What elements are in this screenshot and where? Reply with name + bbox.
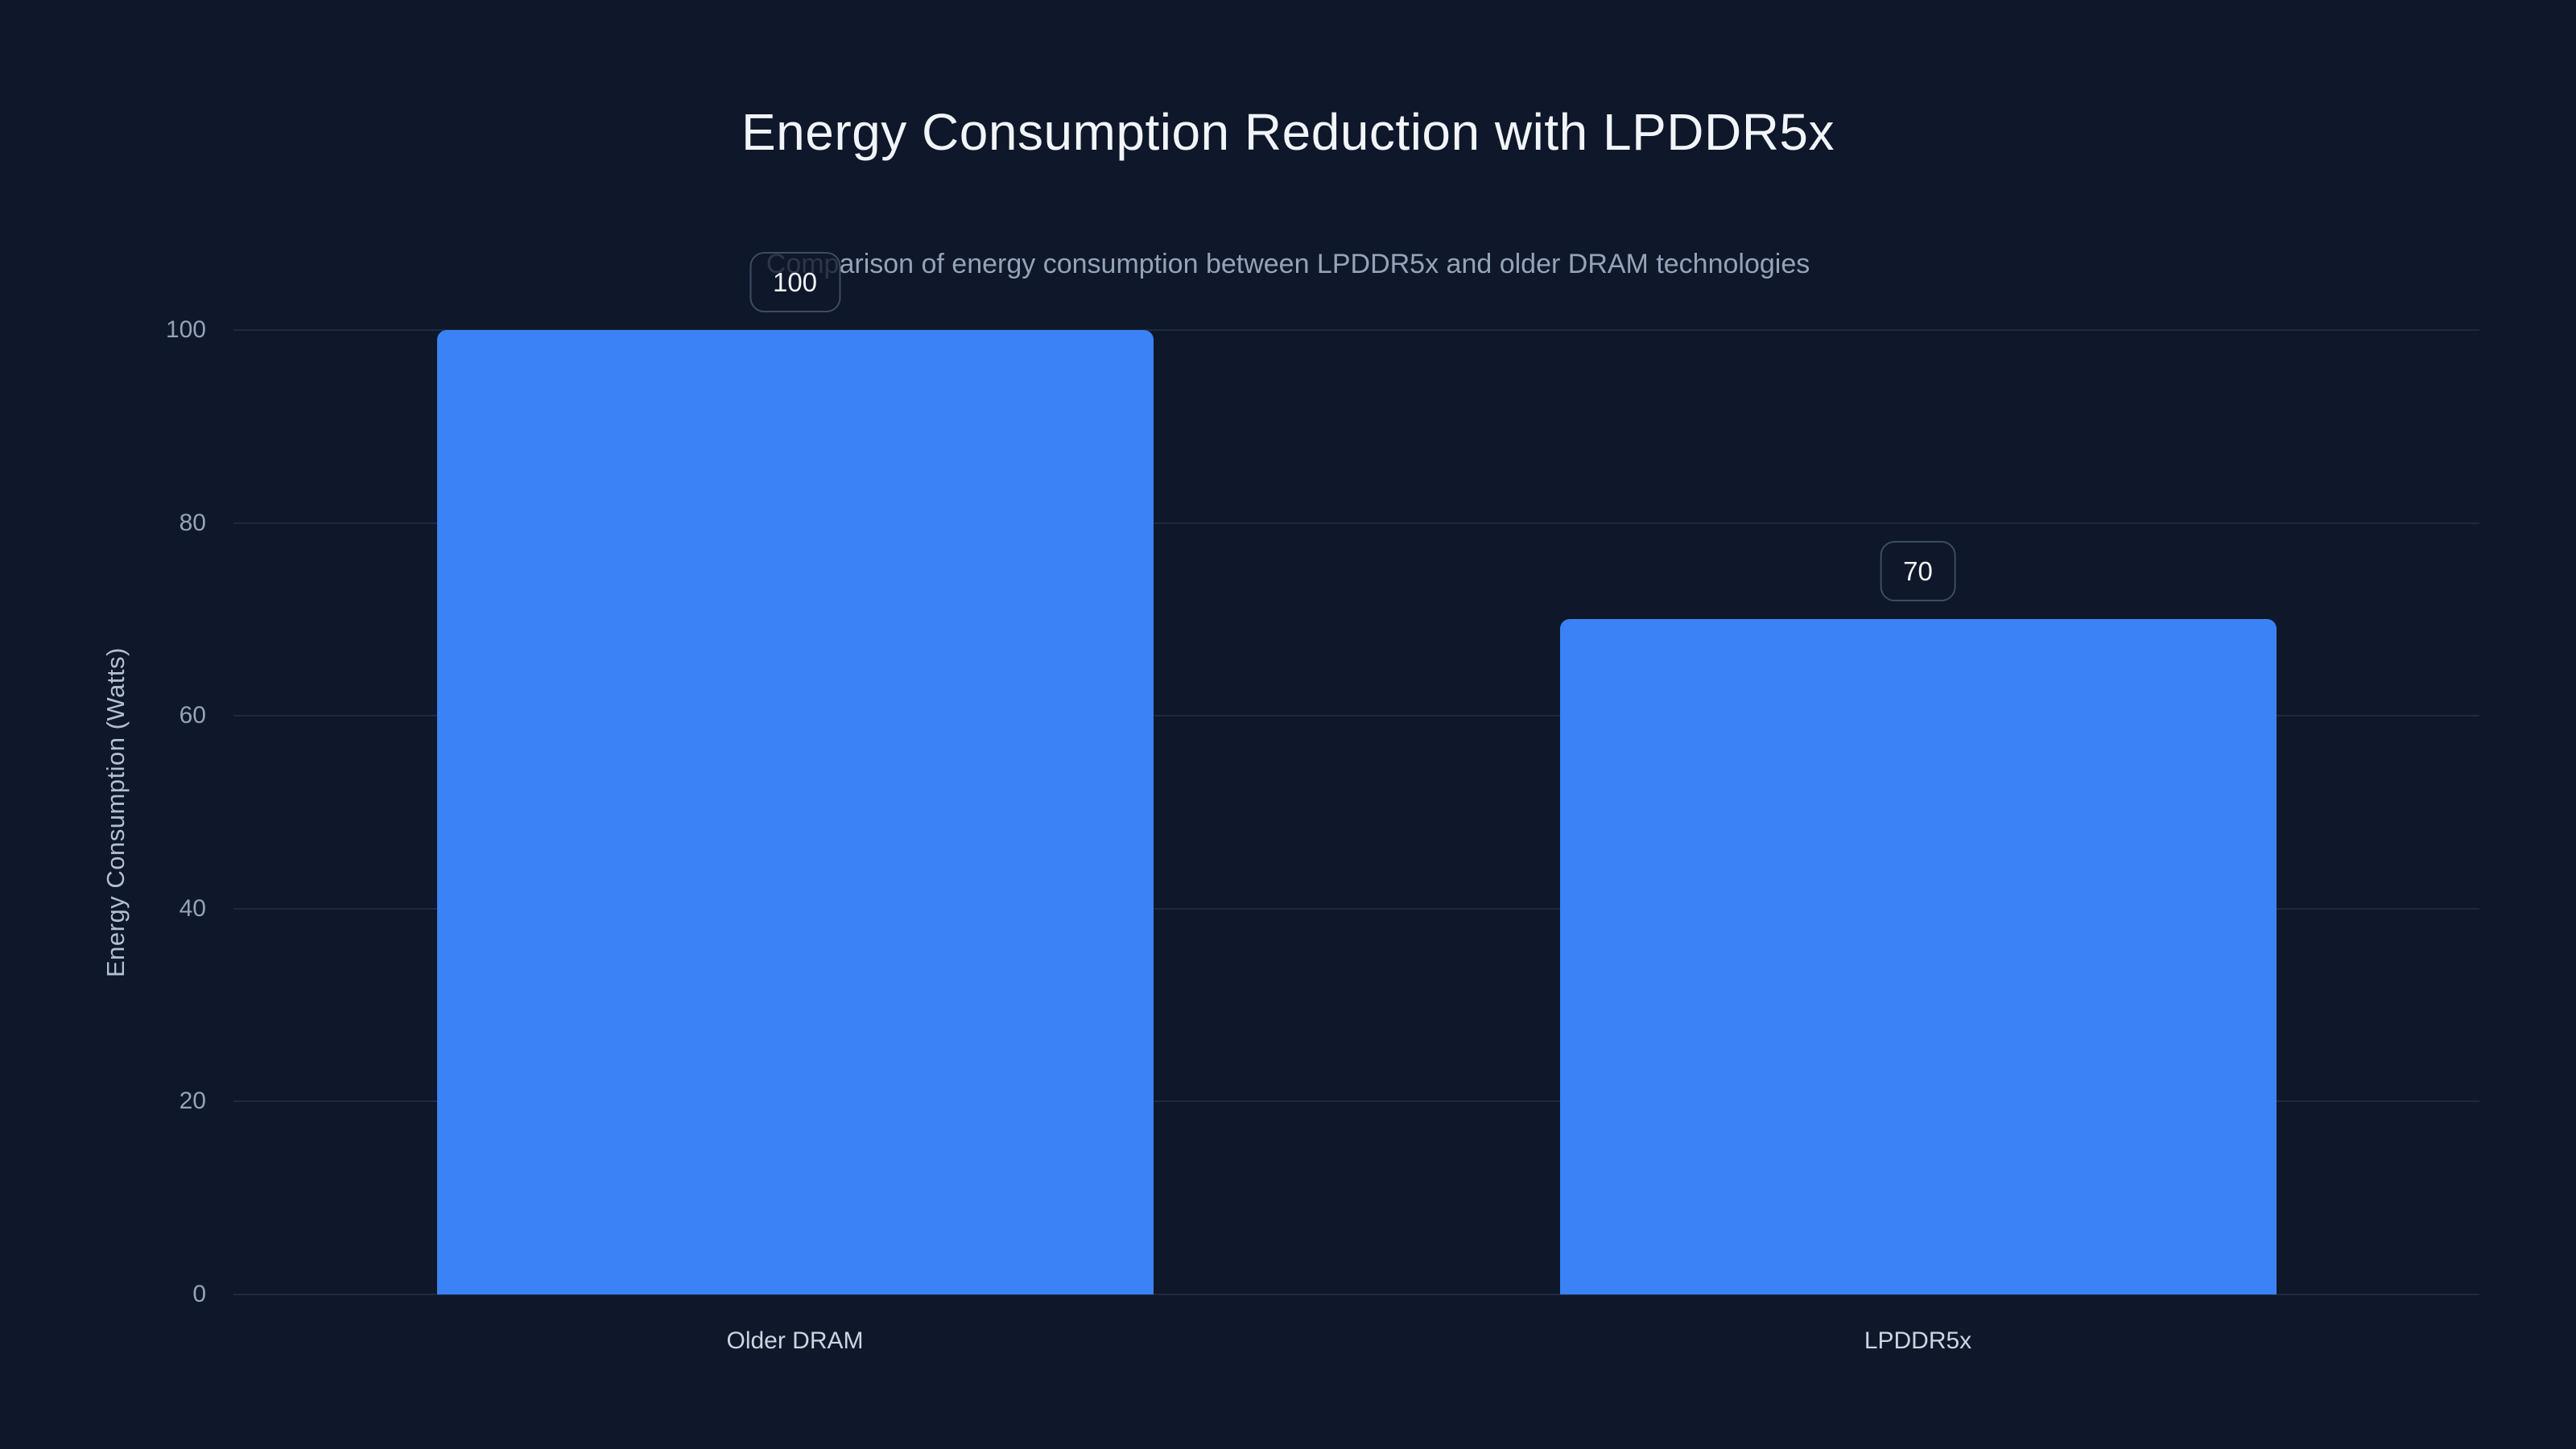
y-tick-label: 100 bbox=[165, 316, 206, 343]
bar-older-dram bbox=[436, 330, 1154, 1294]
y-axis-tick-labels: 0 20 40 60 80 100 bbox=[0, 316, 206, 1307]
plot-area: 100 70 bbox=[233, 252, 2479, 1295]
y-tick-label: 80 bbox=[179, 509, 206, 536]
chart-subtitle: Comparison of energy consumption between… bbox=[766, 249, 1810, 279]
gridline-y-40 bbox=[233, 907, 2479, 910]
x-axis-category-labels: Older DRAM LPDDR5x bbox=[233, 1327, 2479, 1359]
y-tick-label: 40 bbox=[179, 894, 206, 922]
gridline-y-80 bbox=[233, 522, 2479, 524]
bar-lpddr5x bbox=[1559, 619, 2277, 1294]
value-badge-lpddr5x: 70 bbox=[1880, 541, 1956, 602]
y-tick-label: 20 bbox=[179, 1088, 206, 1115]
x-category-label-lpddr5x: LPDDR5x bbox=[1864, 1327, 1972, 1354]
gridline-y-60 bbox=[233, 715, 2479, 717]
gridline-y-100 bbox=[233, 329, 2479, 331]
gridline-y-20 bbox=[233, 1100, 2479, 1103]
chart-title: Energy Consumption Reduction with LPDDR5… bbox=[741, 103, 1835, 161]
gridline-y-0 bbox=[233, 1294, 2479, 1295]
x-category-label-older-dram: Older DRAM bbox=[726, 1327, 864, 1354]
y-tick-label: 60 bbox=[179, 702, 206, 729]
value-badge-older-dram: 100 bbox=[749, 252, 841, 312]
y-tick-label: 0 bbox=[192, 1281, 206, 1307]
